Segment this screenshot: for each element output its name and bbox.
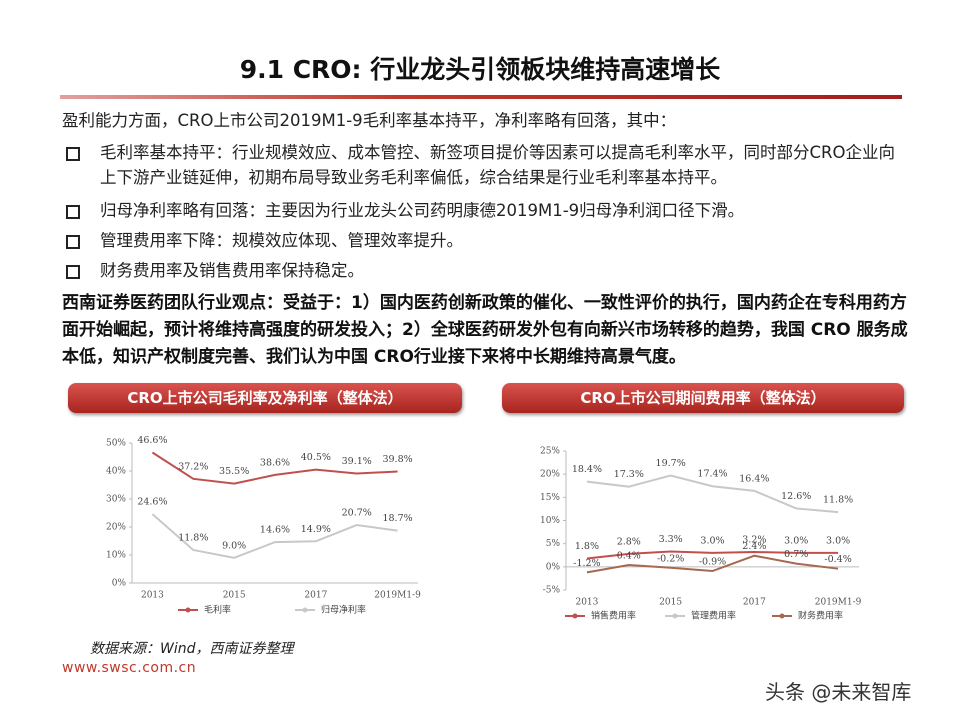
legend-label: 财务费用率	[798, 610, 843, 622]
legend-dot	[185, 607, 191, 613]
data-label: 16.4%	[739, 473, 769, 484]
intro: 盈利能力方面，CRO上市公司2019M1-9毛利率基本持平，净利率略有回落，其中…	[62, 111, 677, 130]
data-label: 24.6%	[137, 497, 167, 508]
data-label: -1.2%	[573, 558, 600, 569]
y-tick-label: 25%	[540, 447, 560, 457]
data-label: 1.8%	[575, 541, 599, 552]
bullet: 毛利率基本持平：行业规模效应、成本管控、新签项目提价等因素可以提高毛利率水平，同…	[100, 143, 895, 187]
data-label: 17.4%	[697, 469, 727, 480]
title-rule	[60, 95, 902, 99]
data-label: 37.2%	[178, 461, 208, 472]
x-tick-label: 2013	[141, 591, 164, 601]
legend-dot	[672, 613, 678, 619]
data-label: 39.1%	[342, 456, 372, 467]
x-tick-label: 2017	[304, 591, 327, 601]
data-label: 18.7%	[382, 513, 412, 524]
legend-dot	[302, 607, 308, 613]
data-label: 3.2%	[742, 535, 766, 546]
bullet-box	[66, 265, 80, 279]
legend-dot	[572, 613, 578, 619]
data-label: 2.8%	[617, 536, 641, 547]
bullet-box	[66, 235, 80, 249]
y-tick-label: 20%	[540, 470, 560, 480]
chart-title: CRO上市公司期间费用率（整体法）	[502, 383, 904, 413]
source: 数据来源：Wind，西南证券整理	[90, 641, 294, 657]
legend-label: 毛利率	[204, 604, 231, 616]
y-tick-label: 0%	[112, 579, 127, 589]
footer-url: www.swsc.com.cn	[62, 660, 197, 676]
series-line	[151, 451, 398, 485]
y-tick-label: 0%	[546, 562, 561, 572]
series-line	[151, 513, 398, 559]
x-tick-label: 2019M1-9	[374, 591, 421, 601]
x-tick-label: 2013	[575, 598, 598, 608]
data-label: 20.7%	[342, 508, 372, 519]
data-label: 3.3%	[659, 534, 683, 545]
data-label: 14.9%	[301, 524, 331, 535]
data-label: 14.6%	[260, 525, 290, 536]
data-label: 12.6%	[781, 491, 811, 502]
legend-label: 管理费用率	[691, 610, 736, 622]
data-label: -0.4%	[824, 554, 851, 565]
series-line	[586, 554, 839, 574]
bullet: 管理费用率下降：规模效应体现、管理效率提升。	[100, 231, 463, 250]
watermark: 头条 @未来智库	[765, 680, 912, 704]
y-tick-label: 40%	[106, 467, 126, 477]
legend-dot	[779, 613, 785, 619]
data-label: -0.9%	[699, 557, 726, 568]
data-label: 38.6%	[260, 457, 290, 468]
bullet-box	[66, 147, 80, 161]
y-tick-label: 5%	[546, 539, 561, 549]
series-line	[586, 550, 839, 560]
data-label: 11.8%	[178, 532, 208, 543]
data-label: 18.4%	[572, 464, 602, 475]
y-tick-label: 10%	[106, 551, 126, 561]
bullet: 归母净利率略有回落：主要因为行业龙头公司药明康德2019M1-9归母净利润口径下…	[100, 201, 745, 220]
series-line	[586, 474, 839, 514]
y-tick-label: 30%	[106, 495, 126, 505]
data-label: 9.0%	[222, 540, 246, 551]
data-label: 2.4%	[742, 541, 766, 552]
data-label: 11.8%	[823, 495, 853, 506]
data-label: 35.5%	[219, 466, 249, 477]
y-tick-label: 50%	[106, 439, 126, 449]
chart-title: CRO上市公司毛利率及净利率（整体法）	[68, 383, 462, 413]
data-label: -0.2%	[657, 553, 684, 564]
y-tick-label: 10%	[540, 516, 560, 526]
data-label: 3.0%	[826, 535, 850, 546]
legend-label: 归母净利率	[321, 604, 366, 616]
x-tick-label: 2015	[223, 591, 246, 601]
data-label: 0.4%	[617, 550, 641, 561]
slide-title: 9.1 CRO: 行业龙头引领板块维持高速增长	[239, 55, 721, 84]
y-tick-label: 15%	[540, 493, 560, 503]
data-label: 17.3%	[614, 469, 644, 480]
data-label: 46.6%	[137, 435, 167, 446]
bullet-box	[66, 205, 80, 219]
data-label: 3.0%	[784, 535, 808, 546]
legend-label: 销售费用率	[591, 610, 636, 622]
data-label: 3.0%	[700, 535, 724, 546]
data-label: 19.7%	[656, 458, 686, 469]
x-tick-label: 2019M1-9	[815, 598, 862, 608]
data-label: 39.8%	[382, 454, 412, 465]
data-label: 0.7%	[784, 549, 808, 560]
y-tick-label: 20%	[106, 523, 126, 533]
x-tick-label: 2015	[659, 598, 682, 608]
x-tick-label: 2017	[743, 598, 766, 608]
bullet: 财务费用率及销售费用率保持稳定。	[100, 261, 364, 280]
data-label: 40.5%	[301, 452, 331, 463]
y-tick-label: -5%	[543, 586, 561, 596]
viewpoint: 西南证券医药团队行业观点：受益于：1）国内医药创新政策的催化、一致性评价的执行，…	[62, 293, 908, 367]
